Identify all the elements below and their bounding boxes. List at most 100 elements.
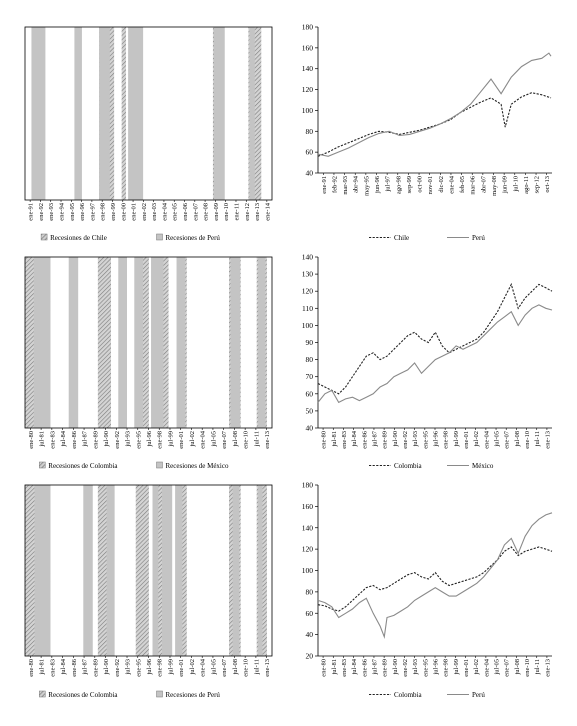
y-tick-label: 40 <box>306 630 314 639</box>
x-tick-label: ene-07 <box>504 430 511 448</box>
x-tick-label: ene-02 <box>141 203 148 221</box>
x-tick-label: jul-87 <box>371 430 378 447</box>
y-tick-label: 40 <box>306 424 314 433</box>
x-tick-label: jul-87 <box>82 658 89 675</box>
x-tick-label: ene-10 <box>223 203 230 221</box>
recession-bar-b-0 <box>33 257 51 428</box>
y-tick-label: 20 <box>306 652 314 661</box>
recession-bar-b-4 <box>161 485 173 656</box>
x-tick-label: jul-81 <box>39 659 46 676</box>
legend-label: Recesiones de México <box>166 462 229 470</box>
x-tick-label: dic-02 <box>438 176 445 193</box>
x-tick-label: ene-80 <box>28 659 35 677</box>
x-tick-label: ene-11 <box>233 203 240 220</box>
recession-bar-b-6 <box>232 485 240 656</box>
y-tick-label: 120 <box>302 287 314 296</box>
recession-bar-b-2 <box>106 485 115 656</box>
x-tick-label: ago-11 <box>523 176 530 194</box>
plot-frame <box>24 26 273 201</box>
y-tick-label: 60 <box>306 148 314 157</box>
x-tick-label: ene-04 <box>448 175 455 193</box>
recession-bar-b-2 <box>99 27 110 200</box>
chile-peru-recession-panel: ene-91 ene-92 ene-93 ene-94 ene-95 ene-96 ene-… <box>24 26 273 242</box>
y-tick-label: 80 <box>306 127 314 136</box>
recession-bar-b-5 <box>175 485 183 656</box>
x-tick-label: abr-94 <box>353 175 360 193</box>
x-tick-label: may-95 <box>363 176 370 196</box>
x-tick-label: jul-87 <box>371 658 378 675</box>
legend-swatch <box>156 233 163 241</box>
x-tick-label: feb-05 <box>459 176 466 193</box>
x-tick-label: jul-11 <box>253 431 260 447</box>
y-tick-label: 110 <box>302 304 313 313</box>
series-line-a <box>317 546 553 612</box>
x-tick-label: ene-08 <box>203 203 210 221</box>
y-tick-label: 100 <box>302 106 314 115</box>
x-tick-label: jul-08 <box>514 431 521 448</box>
x-tick-label: ene-14 <box>264 202 271 220</box>
y-tick-label: 100 <box>302 566 314 575</box>
x-tick-label: ene-04 <box>483 658 490 676</box>
series-line-a <box>317 92 552 157</box>
x-tick-label: ene-95 <box>135 431 142 449</box>
x-tick-label: ene-01 <box>463 431 470 449</box>
x-tick-label: ene-04 <box>200 430 207 448</box>
legend-label: Colombia <box>394 691 423 699</box>
x-tick-label: ene-98 <box>157 431 164 449</box>
x-tick-label: jul-02 <box>189 659 196 676</box>
x-tick-label: jul-08 <box>232 659 239 676</box>
x-tick-label: ene-86 <box>361 658 368 676</box>
x-tick-label: ene-86 <box>361 430 368 448</box>
y-tick-label: 80 <box>306 355 314 364</box>
legend-label: Recesiones de Colombia <box>48 691 118 699</box>
x-tick-label: jul-96 <box>146 658 153 675</box>
recession-bar-b-7 <box>258 257 266 428</box>
x-tick-label: ene-07 <box>221 430 228 448</box>
recession-bar-b-0 <box>31 27 46 200</box>
x-tick-label: oct-00 <box>417 176 424 193</box>
y-tick-label: 130 <box>302 270 314 279</box>
x-tick-label: ene-92 <box>114 659 121 677</box>
recession-bar-a-2 <box>135 485 149 656</box>
legend-label: Chile <box>394 234 409 242</box>
recession-bar-b-3 <box>128 27 144 200</box>
x-tick-label: jul-11 <box>534 659 541 675</box>
chile-peru-line-panel: 40 60 80 100 120 140 160 180 ene-91 feb-92 mar-93 a… <box>302 23 552 242</box>
x-tick-label: ene-95 <box>135 659 142 677</box>
y-tick-label: 140 <box>302 253 314 262</box>
x-tick-label: jul-90 <box>392 431 399 448</box>
x-tick-label: abr-07 <box>480 175 487 193</box>
x-tick-label: ene-07 <box>192 202 199 220</box>
x-tick-label: jul-84 <box>351 658 358 675</box>
x-tick-label: ene-98 <box>443 431 450 449</box>
y-tick-label: 160 <box>302 502 314 511</box>
x-tick-label: ene-04 <box>161 202 168 220</box>
x-tick-label: jul-05 <box>494 431 501 448</box>
x-tick-label: jul-93 <box>125 431 132 448</box>
x-tick-label: ene-95 <box>422 431 429 449</box>
y-tick-label: 70 <box>306 372 314 381</box>
x-tick-label: ene-86 <box>71 658 78 676</box>
x-tick-label: ene-93 <box>48 203 55 221</box>
y-tick-label: 180 <box>302 481 314 490</box>
series-line-b <box>317 52 552 157</box>
x-tick-label: ene-96 <box>79 202 86 220</box>
x-tick-label: ene-92 <box>38 203 45 221</box>
x-tick-label: ene-80 <box>321 431 328 449</box>
recession-bar-b-7 <box>258 485 263 656</box>
legend-swatch <box>39 461 46 469</box>
recession-bar-b-2 <box>118 257 128 428</box>
x-tick-label: jul-08 <box>232 431 239 448</box>
x-tick-label: jul-02 <box>473 659 480 676</box>
x-tick-label: jul-99 <box>167 659 174 676</box>
x-tick-label: jul-05 <box>210 659 217 676</box>
x-tick-label: jul-90 <box>392 659 399 676</box>
x-tick-label: ene-89 <box>382 431 389 449</box>
recession-bar-a-1 <box>121 27 126 200</box>
legend-label: Recesiones de Colombia <box>48 462 118 470</box>
legend-label: Recesiones de Perú <box>166 234 221 242</box>
x-tick-label: jul-81 <box>39 431 46 448</box>
x-tick-label: jun-09 <box>502 176 509 194</box>
x-tick-label: jun-96 <box>374 175 381 194</box>
